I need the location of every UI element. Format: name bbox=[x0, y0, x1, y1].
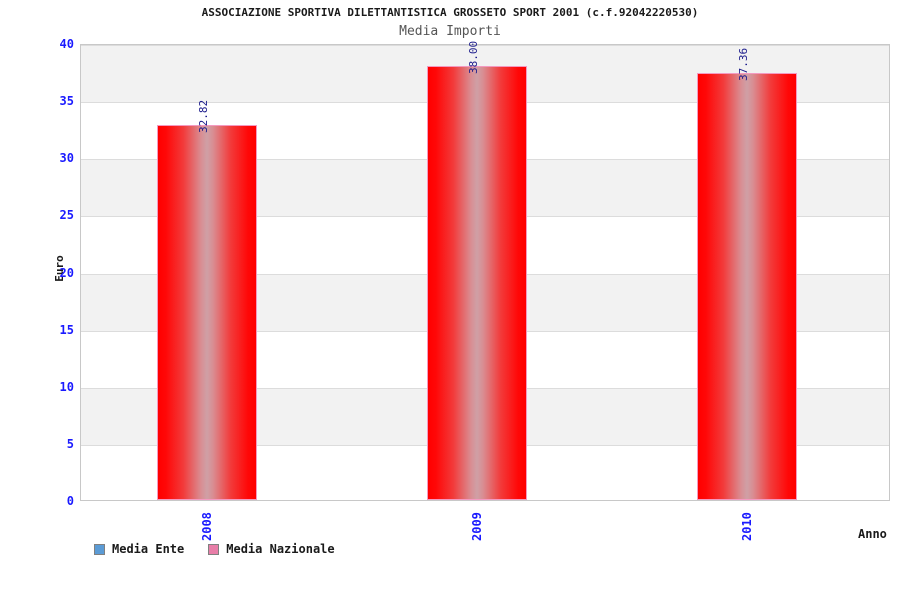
legend-item[interactable]: Media Ente bbox=[94, 542, 184, 556]
y-tick-label: 40 bbox=[59, 37, 74, 51]
y-tick-label: 10 bbox=[59, 379, 74, 394]
bar[interactable] bbox=[157, 125, 257, 500]
gridline bbox=[81, 45, 889, 46]
x-tick-label: 2008 bbox=[200, 512, 214, 541]
page-title: ASSOCIAZIONE SPORTIVA DILETTANTISTICA GR… bbox=[201, 6, 699, 19]
y-axis-tick-labels: 40 35 30 25 20 15 10 5 0 bbox=[0, 37, 74, 508]
x-tick-label: 2010 bbox=[740, 512, 754, 541]
y-tick-label: 35 bbox=[59, 94, 74, 109]
legend-swatch-icon bbox=[94, 543, 105, 555]
bar[interactable] bbox=[427, 65, 527, 500]
y-tick-label: 30 bbox=[59, 151, 74, 166]
plot-area bbox=[80, 44, 890, 501]
chart-legend: Media Ente Media Nazionale bbox=[94, 542, 335, 556]
legend-label: Media Nazionale bbox=[226, 542, 335, 556]
legend-item[interactable]: Media Nazionale bbox=[208, 542, 335, 556]
legend-label: Media Ente bbox=[112, 542, 185, 556]
x-axis-title: Anno bbox=[858, 527, 887, 541]
bar-value-label: 32.82 bbox=[197, 99, 210, 134]
y-tick-label: 25 bbox=[59, 208, 74, 223]
y-tick-label: 20 bbox=[59, 265, 74, 280]
bar-value-label: 37.36 bbox=[737, 48, 750, 82]
chart-subtitle: Media Importi bbox=[399, 24, 501, 39]
bar-value-label: 38.00 bbox=[467, 40, 480, 74]
bar[interactable] bbox=[697, 73, 797, 500]
y-tick-label: 5 bbox=[66, 436, 74, 451]
legend-swatch-icon bbox=[208, 543, 220, 555]
x-tick-label: 2009 bbox=[470, 512, 484, 541]
y-tick-label: 0 bbox=[66, 494, 74, 508]
y-tick-label: 15 bbox=[59, 322, 74, 337]
